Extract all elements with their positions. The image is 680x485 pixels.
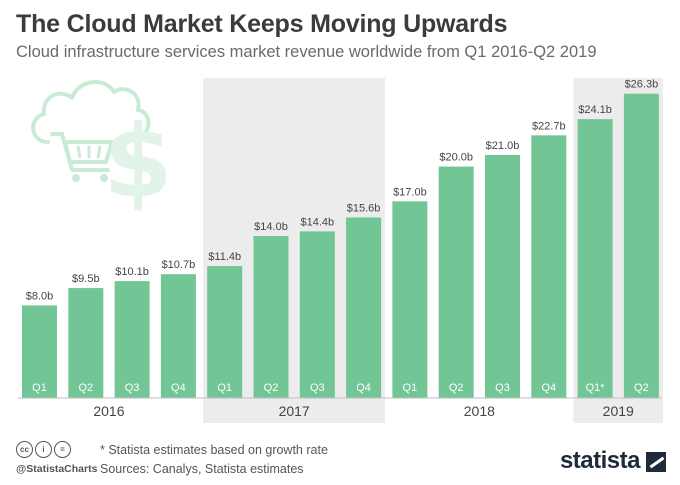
category-label-4: Q1 — [217, 382, 232, 394]
year-labels: 2016 2017 2018 2019 — [93, 403, 634, 419]
category-label-9: Q2 — [449, 382, 464, 394]
no-derivatives-icon: = — [54, 441, 71, 458]
category-label-12: Q1* — [586, 382, 606, 394]
category-label-11: Q4 — [541, 382, 556, 394]
bar-9 — [438, 166, 474, 398]
year-label-2018: 2018 — [464, 403, 495, 419]
value-label-5: $14.0b — [254, 221, 288, 233]
license-icons: cc i = — [16, 441, 73, 459]
value-label-1: $9.5b — [72, 273, 100, 285]
bar-10 — [485, 155, 520, 398]
category-label-10: Q3 — [495, 382, 510, 394]
category-label-7: Q4 — [356, 382, 371, 394]
chart-title: The Cloud Market Keeps Moving Upwards — [16, 10, 508, 38]
value-label-10: $21.0b — [486, 140, 520, 152]
category-label-1: Q2 — [78, 382, 93, 394]
footnote: * Statista estimates based on growth rat… — [100, 443, 328, 457]
bar-2 — [114, 281, 150, 398]
bars — [22, 93, 659, 399]
bar-12 — [577, 119, 613, 398]
category-label-13: Q2 — [634, 382, 649, 394]
twitter-handle: @StatistaCharts — [16, 463, 98, 475]
svg-text:$: $ — [103, 103, 173, 220]
bar-13 — [623, 93, 659, 399]
cc-icon: cc — [16, 441, 33, 458]
bar-chart: $ $8.0b $9.5b $10.1b $10.7b $11.4b $14.0b $14.… — [18, 78, 663, 423]
bar-6 — [299, 231, 335, 398]
statista-logo-icon — [646, 452, 666, 472]
source-note: Sources: Canalys, Statista estimates — [100, 462, 304, 476]
value-label-2: $10.1b — [115, 266, 149, 278]
category-label-3: Q4 — [171, 382, 186, 394]
chart-subtitle: Cloud infrastructure services market rev… — [16, 43, 597, 61]
value-label-9: $20.0b — [439, 152, 473, 164]
statista-logo[interactable]: statista — [559, 447, 641, 474]
category-label-8: Q1 — [403, 382, 418, 394]
value-label-7: $15.6b — [347, 202, 381, 214]
attribution-icon: i — [35, 441, 52, 458]
category-labels: Q1 Q2 Q3 Q4 Q1 Q2 Q3 Q4 Q1 Q2 Q3 Q4 Q1* Q2 — [32, 382, 649, 394]
bar-4 — [207, 266, 243, 398]
value-label-6: $14.4b — [300, 216, 334, 228]
value-label-13: $26.3b — [625, 79, 659, 91]
bar-11 — [531, 135, 567, 399]
category-label-0: Q1 — [32, 382, 47, 394]
category-label-2: Q3 — [125, 382, 140, 394]
category-label-6: Q3 — [310, 382, 325, 394]
bar-8 — [392, 201, 428, 398]
value-label-11: $22.7b — [532, 120, 566, 132]
year-label-2019: 2019 — [603, 403, 634, 419]
value-label-3: $10.7b — [162, 259, 196, 271]
bar-0 — [22, 305, 57, 398]
bar-7 — [346, 217, 382, 398]
value-label-12: $24.1b — [578, 104, 612, 116]
bar-5 — [253, 236, 289, 398]
year-label-2016: 2016 — [93, 403, 124, 419]
bar-3 — [160, 274, 196, 398]
cloud-cart-icon: $ — [31, 79, 173, 220]
bar-1 — [68, 288, 104, 398]
value-label-0: $8.0b — [26, 290, 54, 302]
value-label-8: $17.0b — [393, 186, 427, 198]
value-label-4: $11.4b — [208, 251, 241, 263]
year-label-2017: 2017 — [279, 403, 310, 419]
category-label-5: Q2 — [264, 382, 279, 394]
value-labels: $8.0b $9.5b $10.1b $10.7b $11.4b $14.0b $14.4b… — [26, 79, 658, 303]
